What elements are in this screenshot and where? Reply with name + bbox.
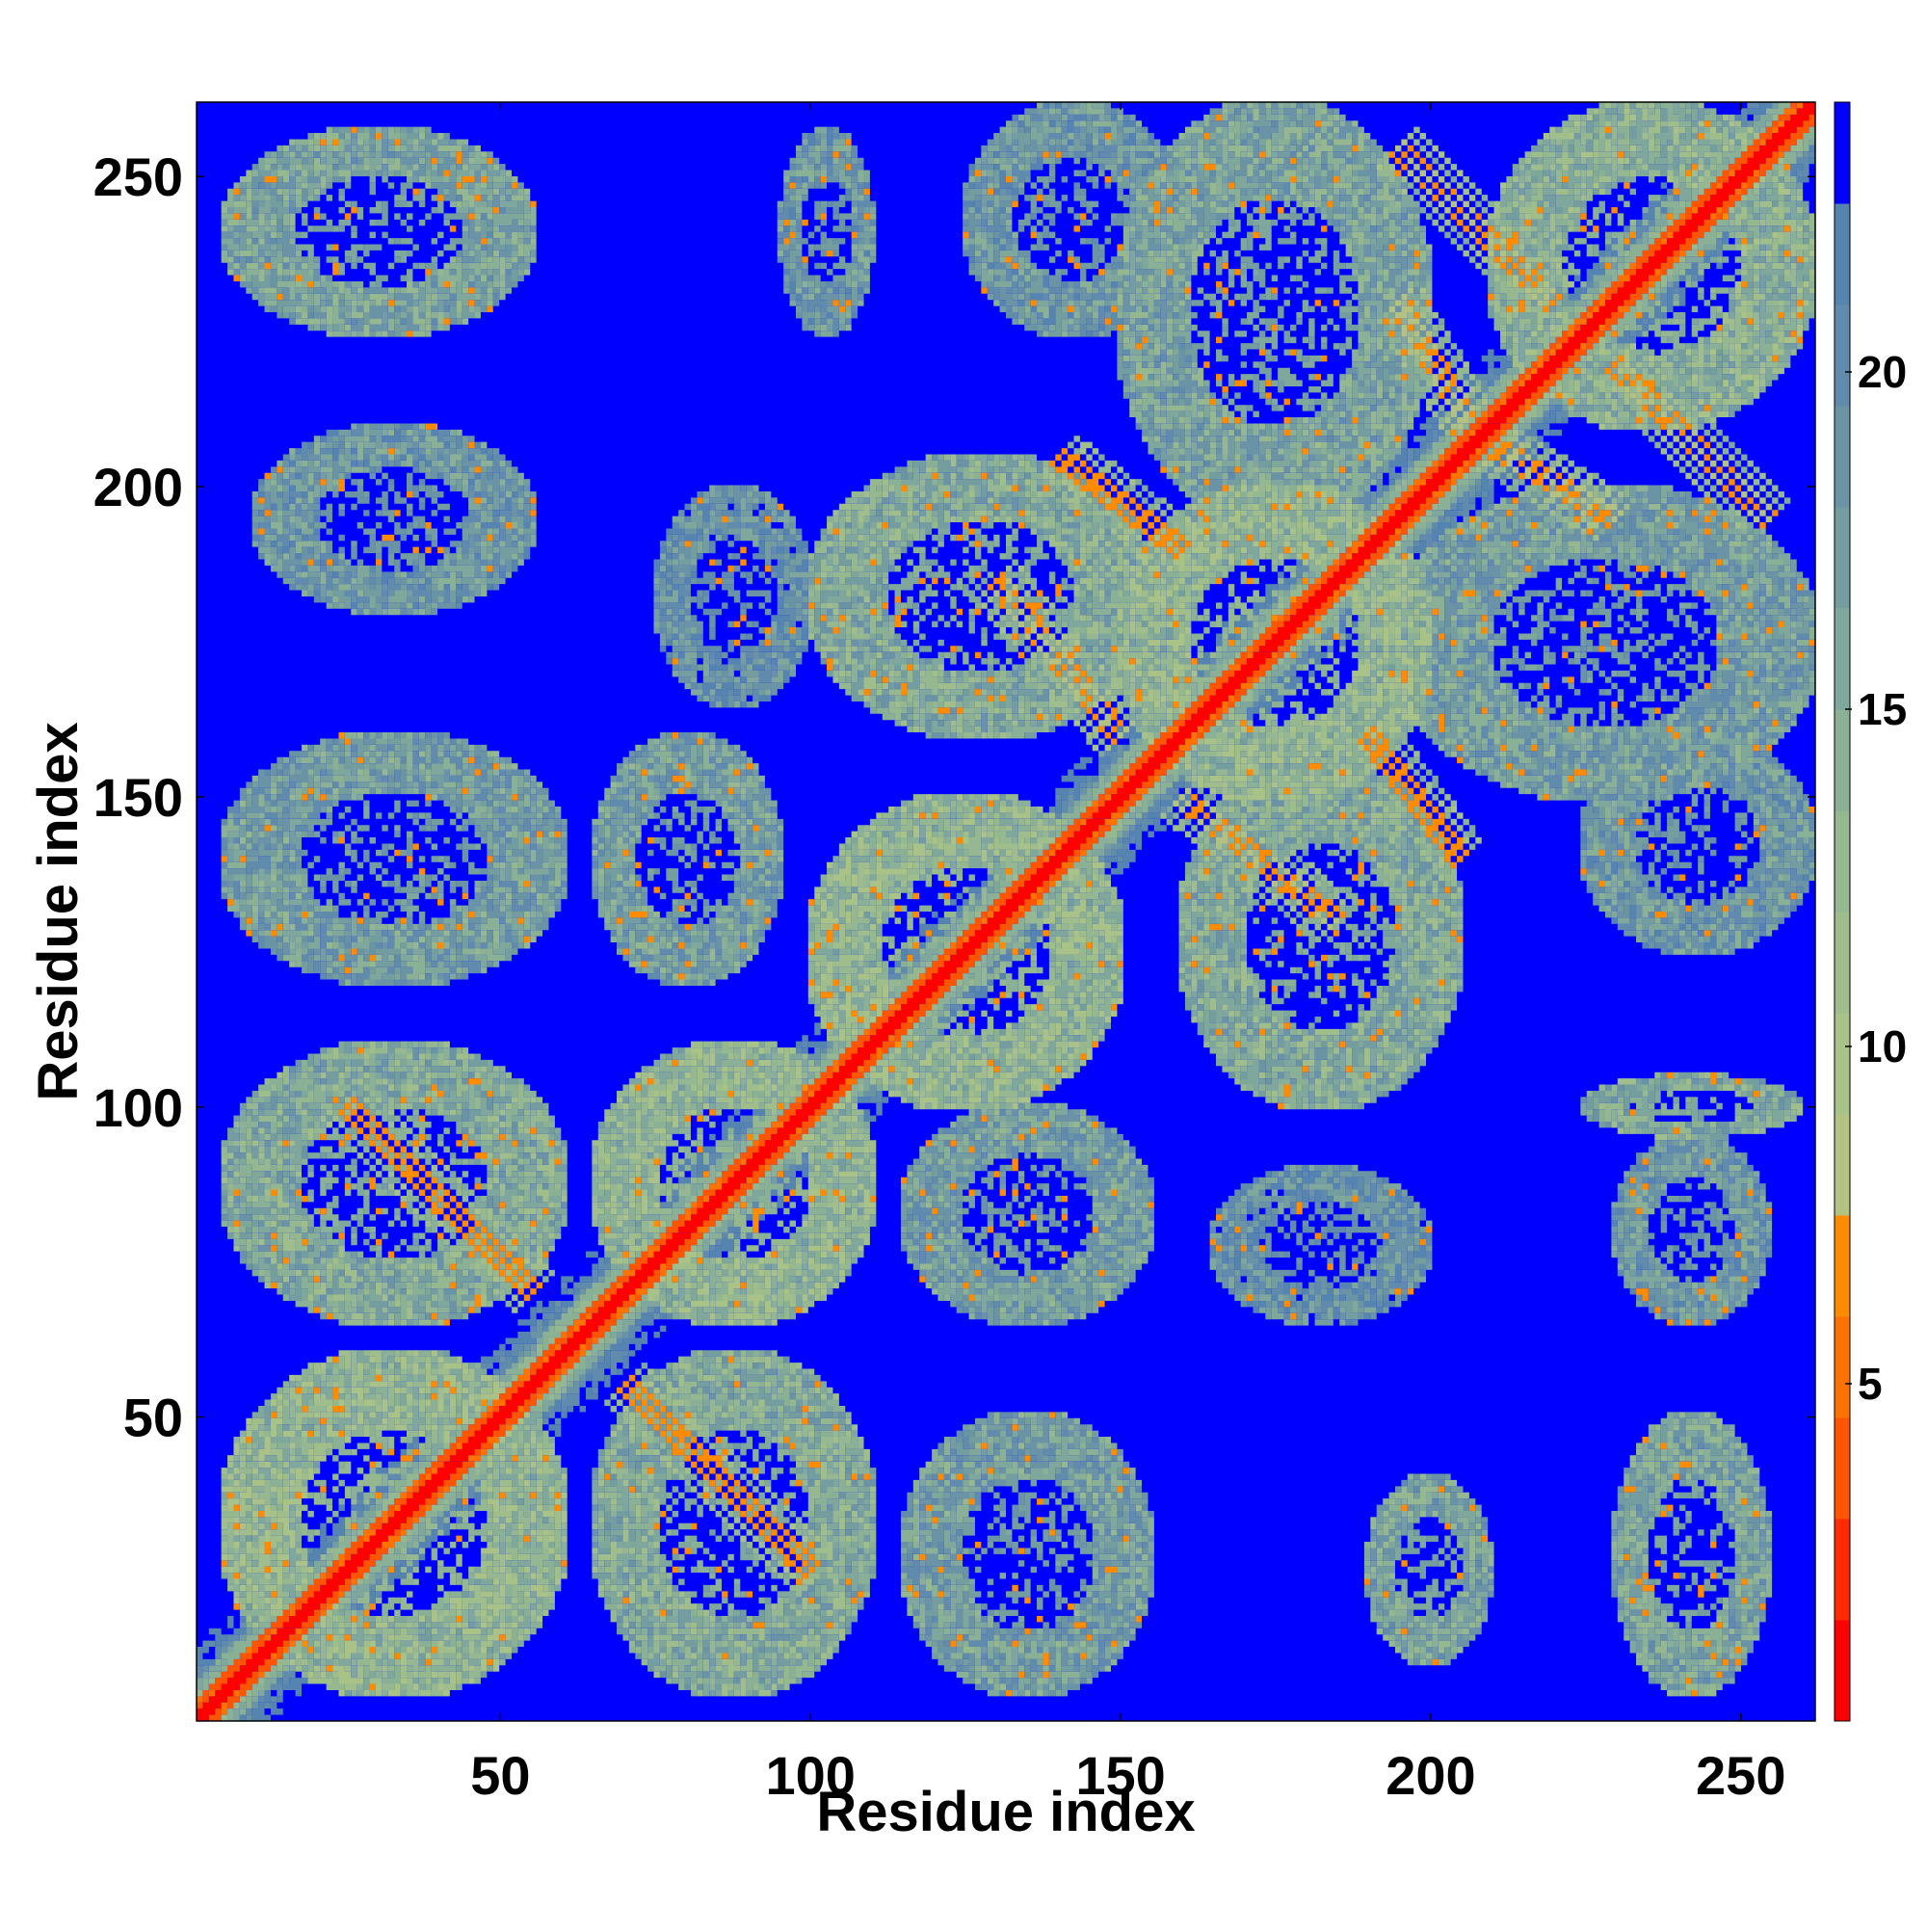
x-tick-label: 250: [1696, 1745, 1785, 1806]
colorbar-segment: [1835, 912, 1850, 1014]
colorbar-segment: [1835, 102, 1850, 204]
colorbar-tick-label: 20: [1858, 347, 1907, 397]
y-tick-label: 50: [123, 1388, 183, 1448]
colorbar-segment: [1835, 304, 1850, 407]
y-axis: 50 100 150 200 250: [93, 146, 1815, 1448]
colorbar-segment: [1835, 203, 1850, 305]
colorbar-tick-label: 5: [1858, 1359, 1883, 1409]
colorbar-segment: [1835, 810, 1850, 913]
colorbar-segment: [1835, 1620, 1850, 1722]
heatmap-cells: [197, 102, 1804, 1715]
plot-frame: [196, 101, 1816, 1722]
colorbar-tick-label: 15: [1858, 684, 1907, 734]
y-tick-label: 200: [93, 457, 183, 517]
x-axis-label: Residue index: [816, 1781, 1195, 1843]
y-tick-label: 100: [93, 1077, 183, 1138]
colorbar-segment: [1835, 507, 1850, 609]
colorbar-segment: [1835, 1316, 1850, 1418]
colorbar-segment: [1835, 709, 1850, 811]
x-tick-label: 200: [1386, 1745, 1475, 1806]
y-tick-label: 150: [93, 767, 183, 828]
x-tick-label: 150: [1075, 1745, 1165, 1806]
colorbar-segment: [1835, 1114, 1850, 1216]
colorbar-segment: [1835, 406, 1850, 508]
x-axis: 50 100 150 200 250: [470, 102, 1785, 1806]
heatmap-cells: [197, 102, 1815, 1715]
colorbar-segment: [1835, 1215, 1850, 1317]
heatmap-cells: [197, 102, 1815, 1721]
heatmap-area: [197, 102, 1815, 1721]
colorbar-segment: [1835, 1519, 1850, 1621]
x-tick-label: 100: [766, 1745, 856, 1806]
colorbar-segment: [1835, 1417, 1850, 1520]
x-tick-label: 50: [470, 1745, 530, 1806]
colorbar-tick-label: 10: [1858, 1021, 1907, 1072]
y-tick-label: 250: [93, 146, 183, 207]
colorbar-frame: [1834, 101, 1851, 1722]
colorbar: 5 10 15 20: [1834, 101, 1907, 1722]
y-axis-label: Residue index: [27, 722, 90, 1100]
colorbar-segment: [1835, 1013, 1850, 1115]
colorbar-segment: [1835, 608, 1850, 710]
